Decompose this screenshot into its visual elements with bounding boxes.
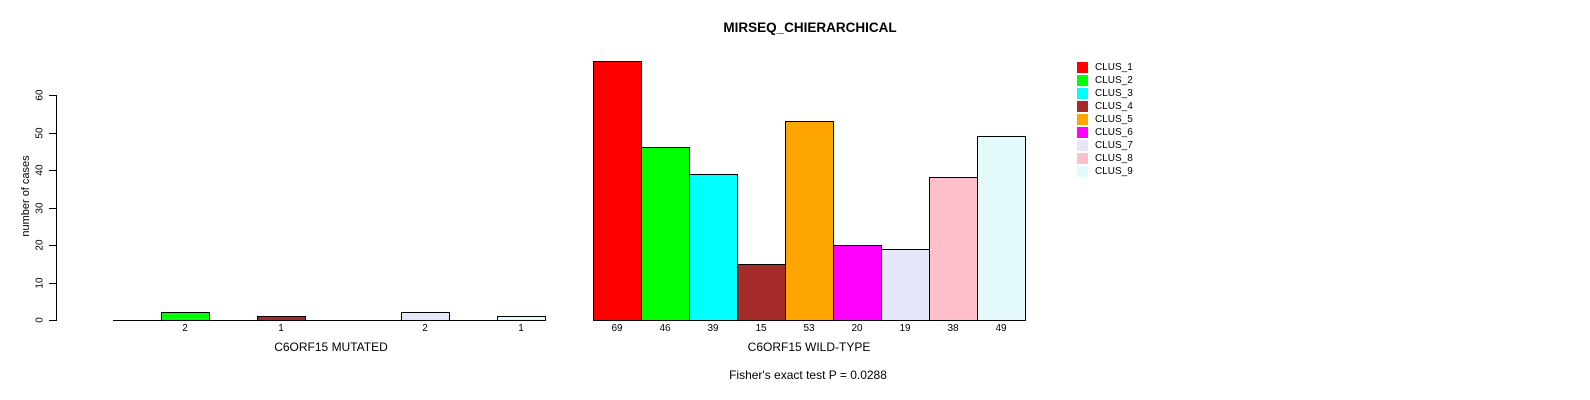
y-axis-title: number of cases <box>20 155 32 237</box>
bar-value-label: 19 <box>899 323 911 334</box>
y-tick-label: 50 <box>34 127 46 139</box>
bar-clus_4 <box>257 316 306 321</box>
bar-clus_9 <box>977 136 1026 321</box>
legend-row: CLUS_2 <box>1077 74 1133 87</box>
legend-label: CLUS_9 <box>1095 166 1133 177</box>
bar-clus_7 <box>881 249 930 321</box>
y-tick-label: 0 <box>34 317 46 323</box>
legend-row: CLUS_9 <box>1077 165 1133 178</box>
bar-clus_6 <box>833 245 882 321</box>
legend-swatch-clus_7 <box>1077 140 1088 151</box>
bar-value-label: 1 <box>278 323 284 334</box>
bar-value-label: 2 <box>422 323 428 334</box>
legend-row: CLUS_6 <box>1077 126 1133 139</box>
bar-value-label: 1 <box>518 323 524 334</box>
bar-value-label: 15 <box>755 323 767 334</box>
bar-clus_4 <box>737 264 786 321</box>
legend-label: CLUS_8 <box>1095 153 1133 164</box>
legend-label: CLUS_1 <box>1095 62 1133 73</box>
y-tick-mark <box>49 320 56 321</box>
y-tick-mark <box>49 245 56 246</box>
bar-value-label: 2 <box>182 323 188 334</box>
bar-value-label: 39 <box>707 323 719 334</box>
y-tick-mark <box>49 133 56 134</box>
x-axis-label-wildtype: C6ORF15 WILD-TYPE <box>747 340 871 354</box>
legend-swatch-clus_3 <box>1077 88 1088 99</box>
legend-swatch-clus_5 <box>1077 114 1088 125</box>
legend-row: CLUS_8 <box>1077 152 1133 165</box>
legend-row: CLUS_4 <box>1077 100 1133 113</box>
legend-label: CLUS_3 <box>1095 88 1133 99</box>
bar-clus_7 <box>401 312 450 321</box>
legend-label: CLUS_5 <box>1095 114 1133 125</box>
bar-value-label: 53 <box>803 323 815 334</box>
y-axis-line <box>56 95 57 321</box>
legend-row: CLUS_7 <box>1077 139 1133 152</box>
legend-label: CLUS_6 <box>1095 127 1133 138</box>
legend-swatch-clus_9 <box>1077 166 1088 177</box>
bar-clus_8 <box>929 177 978 321</box>
legend-label: CLUS_7 <box>1095 140 1133 151</box>
legend-swatch-clus_2 <box>1077 75 1088 86</box>
y-tick-mark <box>49 170 56 171</box>
bar-clus_5 <box>785 121 834 321</box>
legend-label: CLUS_2 <box>1095 75 1133 86</box>
legend-label: CLUS_4 <box>1095 101 1133 112</box>
y-tick-label: 30 <box>34 202 46 214</box>
bar-value-label: 20 <box>851 323 863 334</box>
bar-clus_3 <box>689 174 738 321</box>
legend-row: CLUS_3 <box>1077 87 1133 100</box>
bar-value-label: 38 <box>947 323 959 334</box>
legend-row: CLUS_5 <box>1077 113 1133 126</box>
bar-value-label: 69 <box>611 323 623 334</box>
x-axis-label-mutated: C6ORF15 MUTATED <box>274 340 388 354</box>
legend-row: CLUS_1 <box>1077 61 1133 74</box>
y-tick-label: 20 <box>34 239 46 251</box>
y-tick-label: 60 <box>34 89 46 101</box>
legend-swatch-clus_1 <box>1077 62 1088 73</box>
bar-clus_2 <box>161 312 210 321</box>
legend-swatch-clus_8 <box>1077 153 1088 164</box>
bar-clus_2 <box>641 147 690 321</box>
chart-title: MIRSEQ_CHIERARCHICAL <box>723 20 897 35</box>
bar-clus_9 <box>497 316 546 321</box>
y-tick-mark <box>49 95 56 96</box>
bar-clus_1 <box>593 61 642 321</box>
y-tick-label: 10 <box>34 277 46 289</box>
bar-value-label: 49 <box>995 323 1007 334</box>
legend: CLUS_1 CLUS_2 CLUS_3 CLUS_4 CLUS_5 CLUS_6 CLUS… <box>1077 61 1133 178</box>
legend-swatch-clus_6 <box>1077 127 1088 138</box>
y-tick-mark <box>49 283 56 284</box>
fisher-test-annotation: Fisher's exact test P = 0.0288 <box>729 368 887 382</box>
legend-swatch-clus_4 <box>1077 101 1088 112</box>
y-tick-label: 40 <box>34 164 46 176</box>
bar-value-label: 46 <box>659 323 671 334</box>
y-tick-mark <box>49 208 56 209</box>
x-axis-baseline <box>113 320 546 321</box>
